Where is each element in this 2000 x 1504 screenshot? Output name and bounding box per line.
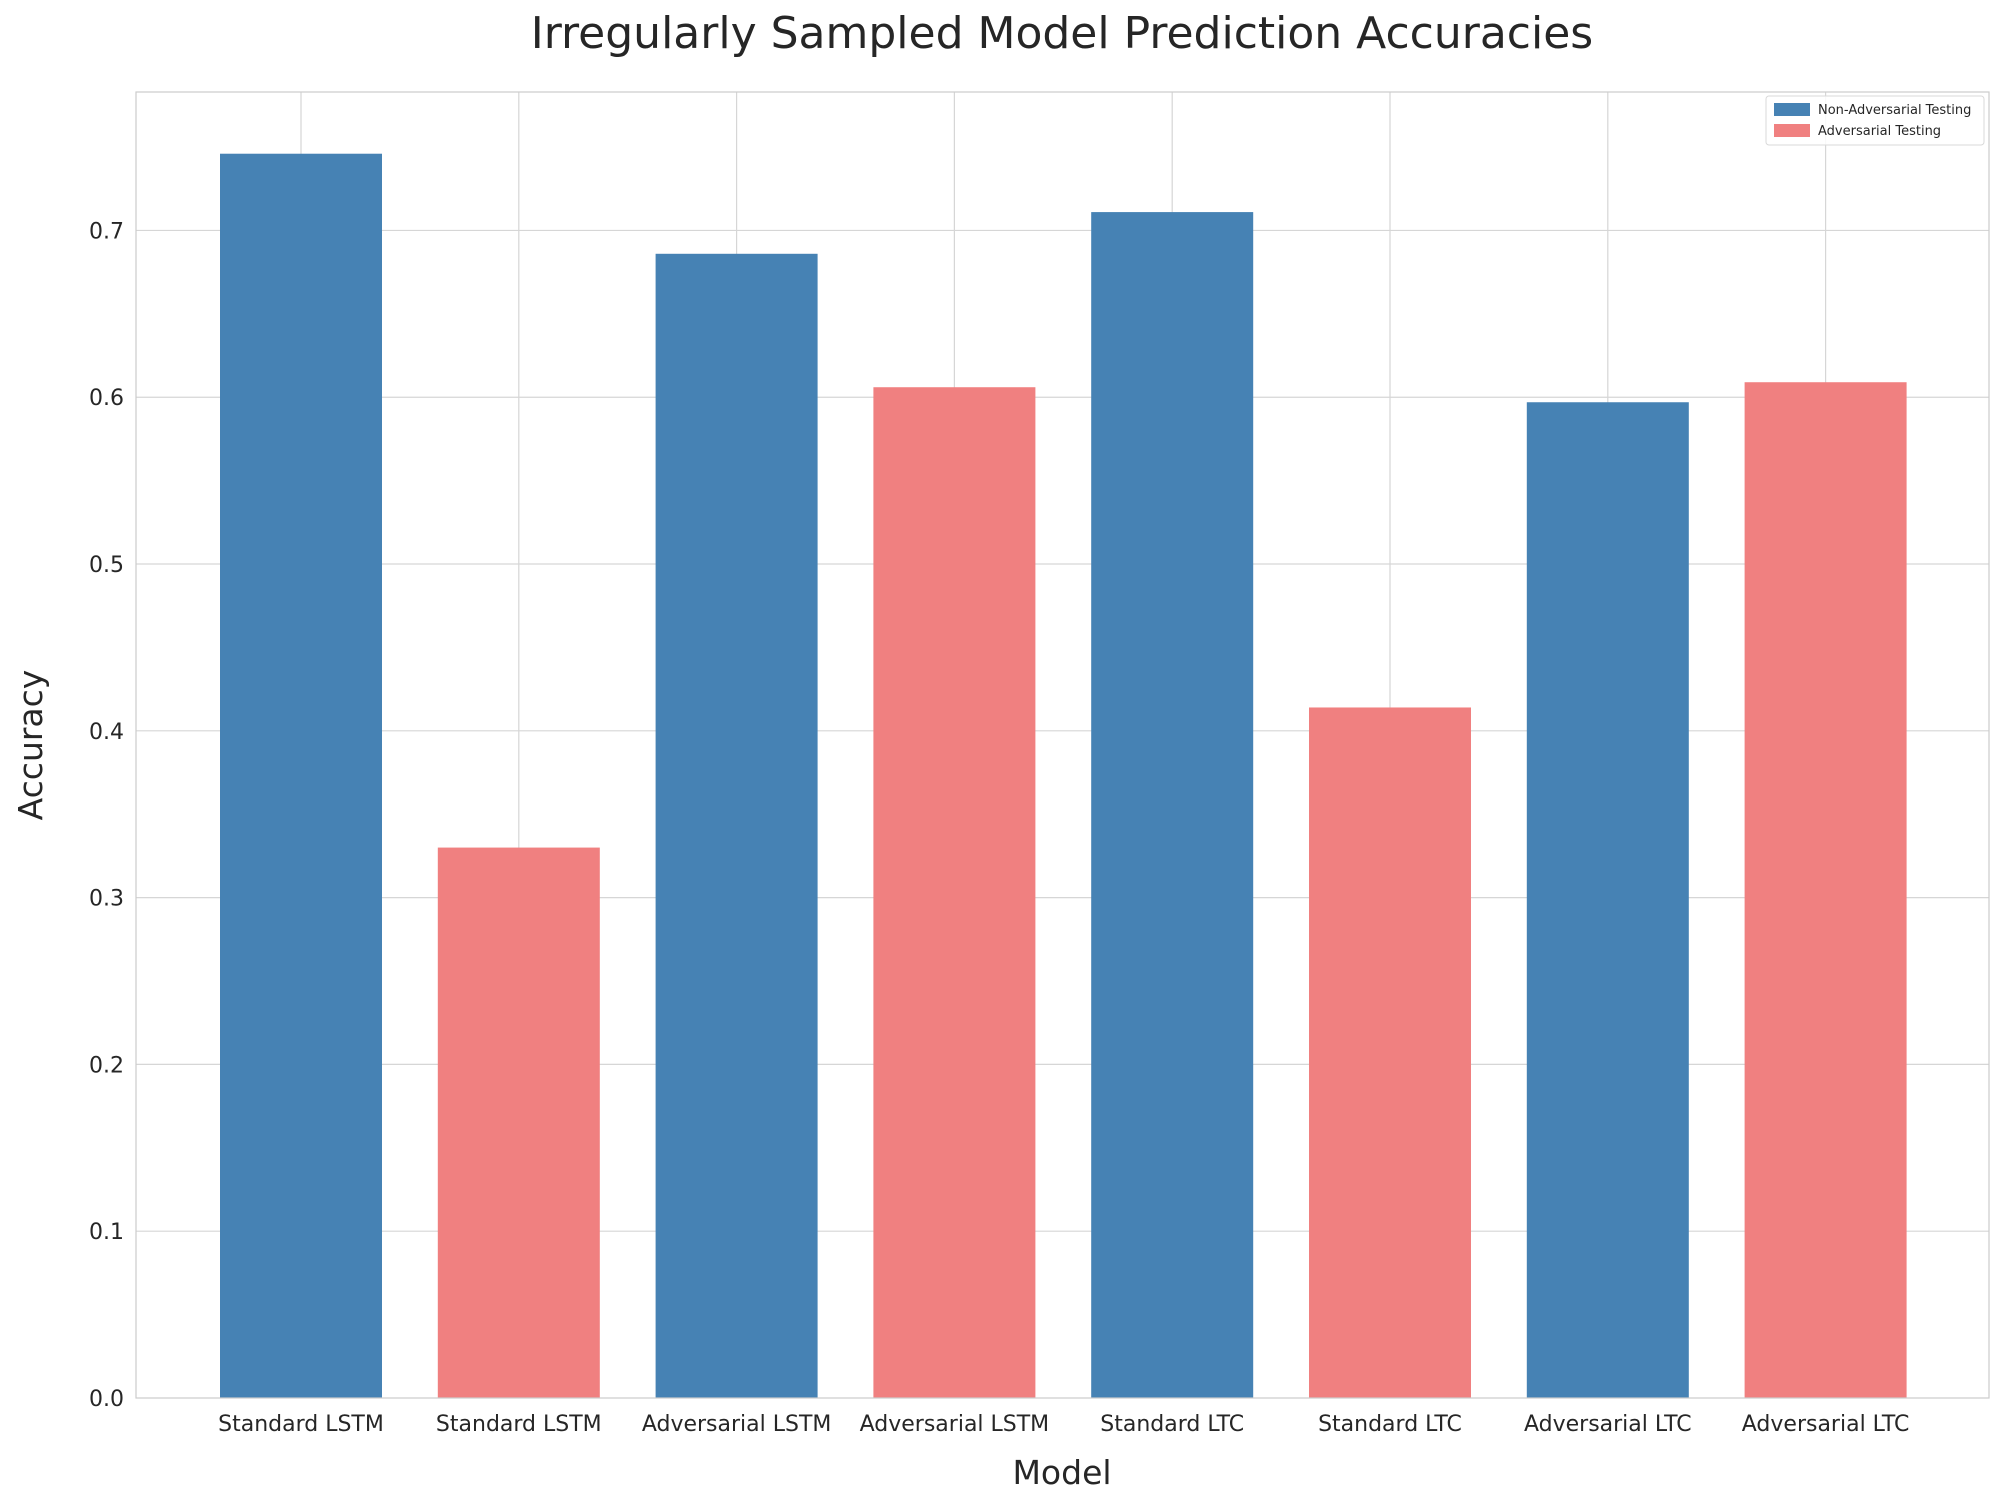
bar [873,387,1036,1398]
y-tick-label: 0.0 [89,1387,124,1412]
legend-label-adversarial: Adversarial Testing [1818,124,1941,139]
x-tick-label: Standard LSTM [436,1412,602,1437]
y-tick-label: 0.6 [89,386,124,411]
y-tick-label: 0.3 [89,887,124,912]
bar [1091,212,1254,1399]
legend: Non-Adversarial Testing Adversarial Test… [1765,95,1985,146]
y-tick-label: 0.5 [89,553,124,578]
x-tick-labels: Standard LSTM Standard LSTM Adversarial LS… [218,1412,1909,1437]
x-tick-label: Standard LSTM [218,1412,384,1437]
y-tick-labels: 0.0 0.1 0.2 0.3 0.4 0.5 0.6 0.7 [89,219,124,1412]
legend-swatch-non-adversarial [1774,103,1810,116]
x-tick-label: Standard LTC [1100,1412,1244,1437]
x-tick-label: Adversarial LTC [1742,1412,1910,1437]
legend-swatch-adversarial [1774,124,1810,137]
bar [220,153,382,1399]
y-tick-label: 0.2 [89,1053,124,1078]
x-tick-label: Adversarial LSTM [642,1412,832,1437]
y-tick-label: 0.1 [89,1220,124,1245]
chart-title: Irregularly Sampled Model Prediction Acc… [531,8,1593,59]
bar [655,253,818,1399]
bar [1309,707,1471,1398]
legend-label-non-adversarial: Non-Adversarial Testing [1818,103,1971,118]
y-tick-label: 0.7 [89,219,124,244]
bars [220,153,1907,1399]
y-tick-label: 0.4 [89,720,124,745]
x-tick-label: Standard LTC [1318,1412,1462,1437]
bar [1526,402,1689,1398]
y-axis-label: Accuracy [11,670,50,821]
x-tick-label: Adversarial LTC [1524,1412,1692,1437]
bar [1744,382,1907,1398]
plot-frame [135,91,1990,1399]
x-axis-label: Model [1012,1453,1111,1492]
legend-frame [1765,95,1985,146]
bar [437,847,600,1398]
x-tick-label: Adversarial LSTM [860,1412,1050,1437]
